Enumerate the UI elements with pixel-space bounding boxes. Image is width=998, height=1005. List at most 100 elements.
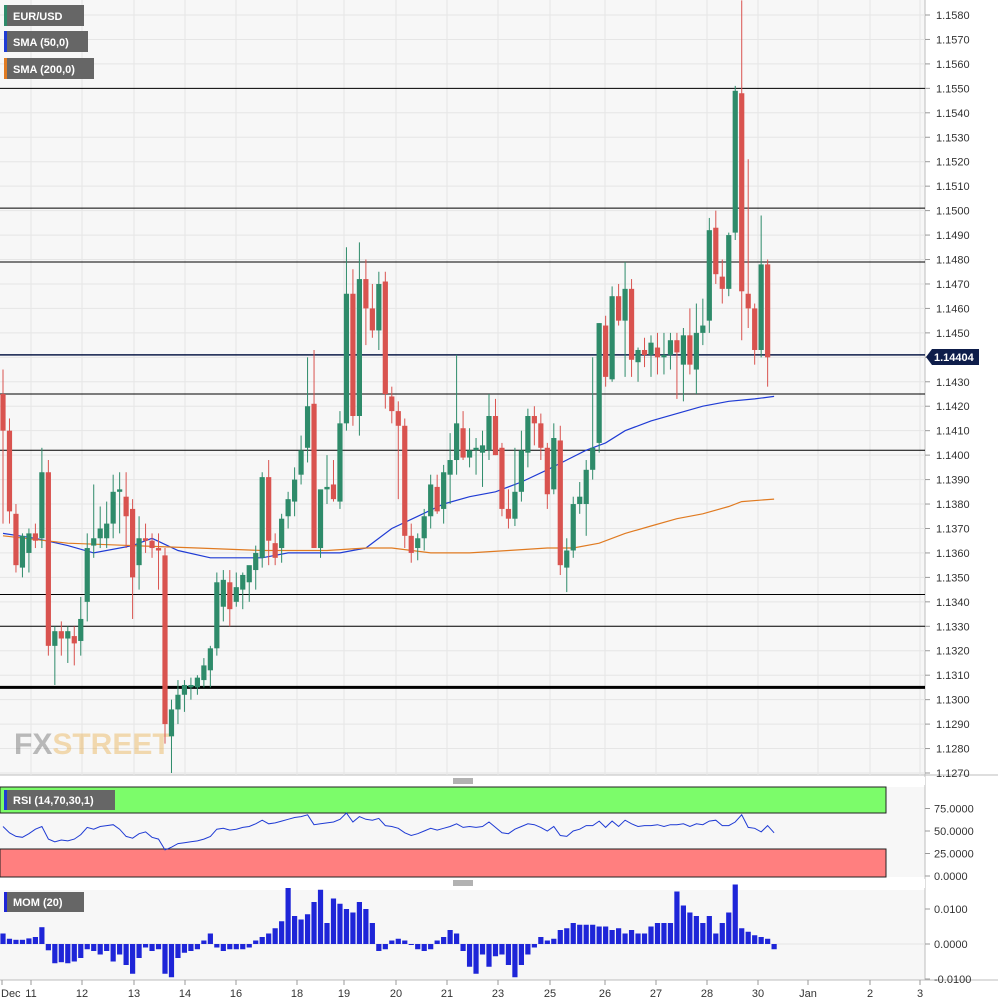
candle-body bbox=[259, 477, 265, 558]
mom-bar bbox=[155, 944, 162, 950]
candle-body bbox=[680, 335, 686, 365]
mom-bar bbox=[752, 935, 758, 944]
candle-body bbox=[110, 491, 116, 524]
candle-body bbox=[402, 425, 408, 536]
x-axis-label: Jan bbox=[799, 988, 817, 1000]
mom-bar bbox=[538, 937, 544, 944]
candle-body bbox=[603, 325, 609, 377]
candle-body bbox=[58, 631, 64, 639]
mom-bar bbox=[622, 933, 628, 944]
candle-body bbox=[661, 354, 667, 358]
mom-bar bbox=[505, 944, 512, 965]
mom-bar bbox=[279, 921, 285, 944]
mom-bar bbox=[149, 944, 155, 951]
mom-bar bbox=[402, 940, 408, 944]
mom-bar bbox=[687, 912, 693, 944]
legend-sma200[interactable]: SMA (200,0) bbox=[4, 58, 94, 79]
x-axis-label: 13 bbox=[128, 988, 140, 1000]
mom-bar bbox=[84, 944, 90, 950]
mom-bar bbox=[104, 944, 110, 951]
candle-body bbox=[434, 486, 440, 512]
candle-body bbox=[343, 293, 350, 424]
candle-body bbox=[693, 332, 699, 370]
candle-body bbox=[214, 582, 220, 649]
logo-street: STREET bbox=[52, 728, 170, 761]
candle-body bbox=[78, 618, 84, 641]
legend-symbol[interactable]: EUR/USD bbox=[4, 5, 84, 26]
mom-bar bbox=[363, 909, 369, 944]
mom-bar bbox=[304, 914, 311, 944]
x-axis-label: 19 bbox=[338, 988, 350, 1000]
candle-body bbox=[32, 533, 38, 541]
candle-body bbox=[71, 636, 77, 644]
candle-body bbox=[369, 308, 375, 331]
x-axis-label: 25 bbox=[544, 988, 556, 1000]
candle-body bbox=[479, 445, 486, 453]
rsi-oversold-zone bbox=[0, 848, 887, 878]
price-axis-label: 1.1330 bbox=[936, 621, 970, 633]
mom-bar bbox=[531, 944, 537, 948]
candle-body bbox=[26, 533, 32, 553]
x-axis-label: 30 bbox=[752, 988, 764, 1000]
candle-body bbox=[84, 548, 90, 602]
candle-body bbox=[240, 574, 246, 590]
x-axis-label: 12 bbox=[76, 988, 88, 1000]
rsi-axis-label: 25.0000 bbox=[934, 849, 974, 861]
candle-body bbox=[65, 631, 71, 639]
rsi-resize-handle[interactable] bbox=[0, 777, 925, 785]
mom-bar bbox=[97, 944, 103, 955]
x-axis-label: 14 bbox=[179, 988, 191, 1000]
mom-bar bbox=[45, 944, 51, 951]
price-axis-label: 1.1300 bbox=[936, 695, 970, 707]
candle-body bbox=[765, 264, 771, 358]
mom-bar bbox=[130, 944, 136, 974]
mom-bar bbox=[6, 938, 13, 944]
mom-bar bbox=[732, 884, 738, 944]
candle-body bbox=[175, 694, 181, 710]
candle-body bbox=[104, 523, 110, 539]
legend-rsi[interactable]: RSI (14,70,30,1) bbox=[4, 790, 115, 810]
mom-bar bbox=[512, 944, 518, 978]
candle-body bbox=[227, 582, 233, 610]
rsi-layer bbox=[2, 812, 775, 851]
mom-bar bbox=[317, 889, 324, 944]
candle-body bbox=[466, 450, 473, 458]
mom-bar bbox=[343, 909, 350, 944]
mom-bar bbox=[674, 891, 680, 944]
mom-bar bbox=[577, 924, 583, 944]
candle-body bbox=[233, 587, 239, 602]
axis-layer: 1.1580 1.1570 1.1560 1.1550 1.1540 1.1530 1.15… bbox=[1, 10, 974, 1000]
candle-body bbox=[149, 540, 155, 549]
mom-bar bbox=[447, 930, 453, 944]
candle-body bbox=[292, 479, 298, 502]
mom-bar bbox=[667, 923, 674, 944]
candle-body bbox=[648, 342, 654, 355]
candle-body bbox=[337, 423, 343, 502]
mom-bar bbox=[220, 944, 226, 951]
mom-bar bbox=[564, 928, 570, 944]
candle-body bbox=[752, 308, 758, 350]
candle-body bbox=[382, 281, 388, 394]
candle-body bbox=[758, 264, 764, 350]
candle-body bbox=[168, 709, 175, 737]
legend-mom[interactable]: MOM (20) bbox=[4, 892, 84, 912]
mom-bar bbox=[570, 923, 576, 944]
mom-bar bbox=[32, 937, 38, 944]
mom-bar bbox=[369, 923, 375, 944]
current-price-tag: 1.14404 bbox=[926, 349, 979, 365]
mom-bar bbox=[460, 944, 466, 951]
mom-bar bbox=[706, 916, 712, 944]
price-axis-label: 1.1280 bbox=[936, 744, 970, 756]
candle-body bbox=[486, 416, 492, 451]
mom-resize-handle[interactable] bbox=[0, 879, 925, 888]
candle-body bbox=[583, 469, 589, 505]
mom-bar bbox=[680, 905, 686, 944]
candle-body bbox=[687, 335, 693, 365]
price-axis-label: 1.1480 bbox=[936, 255, 970, 267]
mom-bar bbox=[758, 937, 764, 944]
mom-bar bbox=[26, 938, 32, 944]
candle-body bbox=[201, 665, 207, 681]
x-axis-label: 28 bbox=[701, 988, 713, 1000]
legend-sma50[interactable]: SMA (50,0) bbox=[4, 31, 88, 52]
mom-layer bbox=[0, 884, 777, 978]
